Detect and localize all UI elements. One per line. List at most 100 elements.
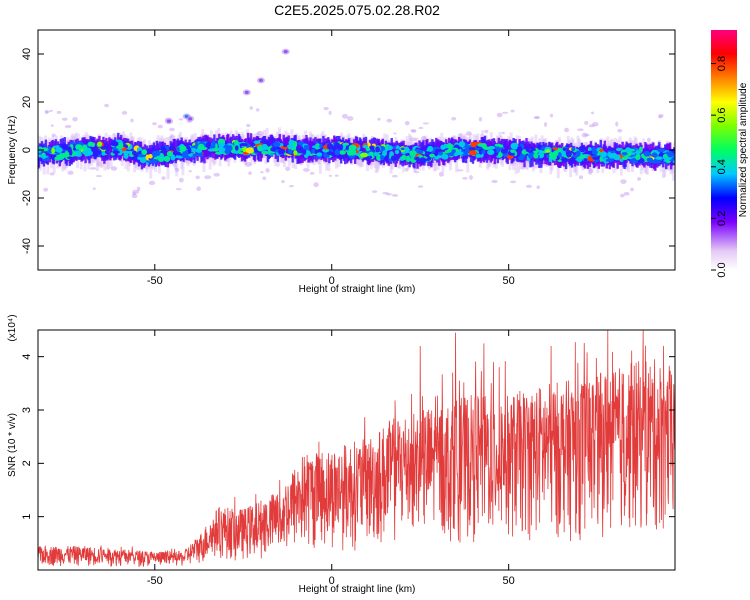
heatmap-speck bbox=[469, 175, 473, 180]
heatmap-speck bbox=[50, 124, 54, 127]
heatmap-cell bbox=[415, 156, 420, 161]
heatmap-haze bbox=[534, 134, 538, 155]
heatmap-cell bbox=[470, 141, 477, 148]
heatmap-speck bbox=[309, 171, 315, 175]
heatmap-speck bbox=[465, 131, 472, 136]
heatmap-speck bbox=[413, 171, 420, 174]
bottom-y-axis-label: SNR (10 * v/v) bbox=[7, 413, 18, 477]
heatmap-cell bbox=[116, 145, 124, 150]
heatmap-haze bbox=[671, 152, 675, 181]
heatmap-speck bbox=[256, 130, 264, 136]
heatmap-cell bbox=[197, 143, 205, 151]
heatmap-speck bbox=[410, 128, 417, 132]
heatmap-cell bbox=[369, 145, 375, 150]
heatmap-cell bbox=[253, 140, 261, 144]
heatmap-cell bbox=[475, 153, 481, 159]
heatmap-speck bbox=[323, 106, 329, 111]
heatmap-outlier bbox=[166, 119, 171, 123]
heatmap-cell bbox=[296, 148, 304, 154]
heatmap-speck bbox=[130, 118, 134, 123]
heatmap-cell bbox=[552, 150, 559, 157]
heatmap-cell bbox=[419, 157, 427, 164]
heatmap-cell bbox=[510, 149, 516, 153]
heatmap-cell bbox=[316, 148, 324, 154]
heatmap-cell bbox=[652, 158, 659, 164]
heatmap-speck bbox=[536, 185, 540, 189]
bottom-y-tick-label: 4 bbox=[21, 354, 33, 360]
heatmap-speck bbox=[544, 122, 548, 127]
heatmap-cell bbox=[621, 151, 628, 156]
heatmap-cell bbox=[375, 146, 380, 153]
heatmap-speck bbox=[178, 118, 184, 121]
bottom-x-tick-label: 50 bbox=[503, 575, 515, 587]
heatmap-cell bbox=[457, 151, 464, 155]
heatmap-cell bbox=[116, 148, 123, 156]
heatmap-cell bbox=[339, 150, 346, 155]
heatmap-cell bbox=[179, 145, 187, 152]
colorbar-ticks: 0.0 0.2 0.4 0.6 0.8 bbox=[711, 56, 728, 278]
heatmap-speck bbox=[525, 184, 533, 188]
heatmap-cell bbox=[591, 149, 598, 155]
heatmap-cell bbox=[136, 156, 146, 160]
bottom-plot-frame bbox=[37, 329, 676, 571]
heatmap-speck bbox=[56, 110, 62, 114]
heatmap-cell bbox=[110, 140, 117, 146]
bottom-y-tick-label: 3 bbox=[21, 407, 33, 413]
heatmap-speck bbox=[377, 117, 381, 121]
heatmap-speck bbox=[404, 120, 410, 126]
colorbar-tick-label: 0.4 bbox=[716, 159, 728, 174]
heatmap-cell bbox=[85, 151, 92, 157]
heatmap-speck bbox=[617, 128, 623, 133]
heatmap-cell bbox=[415, 149, 424, 154]
heatmap-cell bbox=[40, 155, 48, 159]
heatmap-speck bbox=[404, 167, 409, 172]
heatmap-cell bbox=[234, 139, 239, 147]
heatmap-speck bbox=[110, 166, 118, 171]
heatmap-cell bbox=[394, 149, 400, 155]
heatmap-cell bbox=[434, 149, 439, 157]
heatmap-cell bbox=[569, 156, 575, 164]
heatmap-speck bbox=[49, 109, 53, 112]
heatmap-cell bbox=[477, 143, 486, 147]
heatmap-cell bbox=[278, 148, 286, 155]
heatmap-cell bbox=[592, 156, 600, 160]
heatmap-cell bbox=[146, 149, 150, 155]
heatmap-cell bbox=[181, 151, 188, 159]
heatmap-speck bbox=[630, 187, 634, 192]
heatmap-cell bbox=[401, 154, 407, 160]
heatmap-cell bbox=[500, 148, 509, 154]
heatmap-cell bbox=[434, 155, 440, 160]
heatmap-cell bbox=[132, 150, 137, 156]
heatmap-speck bbox=[72, 117, 78, 122]
heatmap-cell bbox=[587, 147, 592, 152]
top-y-axis-label: Frequency (Hz) bbox=[7, 116, 18, 185]
heatmap-speck bbox=[260, 171, 264, 174]
top-y-tick-label: -20 bbox=[21, 190, 33, 206]
heatmap-speck bbox=[248, 171, 252, 175]
heatmap-speck bbox=[169, 127, 175, 132]
heatmap-speck bbox=[592, 121, 599, 127]
heatmap-cell bbox=[123, 152, 129, 159]
heatmap-speck bbox=[620, 179, 627, 185]
heatmap-speck bbox=[462, 177, 468, 180]
heatmap-speck bbox=[578, 175, 584, 180]
heatmap-speck bbox=[588, 168, 594, 174]
heatmap-cell bbox=[576, 150, 581, 157]
top-x-axis-label: Height of straight line (km) bbox=[299, 284, 416, 295]
heatmap-speck bbox=[584, 120, 589, 125]
heatmap-cell bbox=[61, 143, 68, 150]
heatmap-speck bbox=[64, 124, 72, 129]
heatmap-cell bbox=[338, 144, 344, 150]
heatmap-speck bbox=[195, 175, 200, 180]
heatmap-cell bbox=[334, 148, 341, 156]
heatmap-speck bbox=[196, 186, 202, 192]
heatmap-cell bbox=[621, 156, 628, 161]
heatmap-cell bbox=[625, 147, 631, 153]
snr-line-layer bbox=[38, 330, 675, 567]
heatmap-speck bbox=[285, 166, 291, 172]
heatmap-cell bbox=[607, 147, 616, 151]
heatmap-cell bbox=[148, 154, 153, 159]
heatmap-speck bbox=[478, 117, 482, 122]
heatmap-cell bbox=[93, 148, 102, 155]
heatmap-cell bbox=[54, 156, 61, 161]
